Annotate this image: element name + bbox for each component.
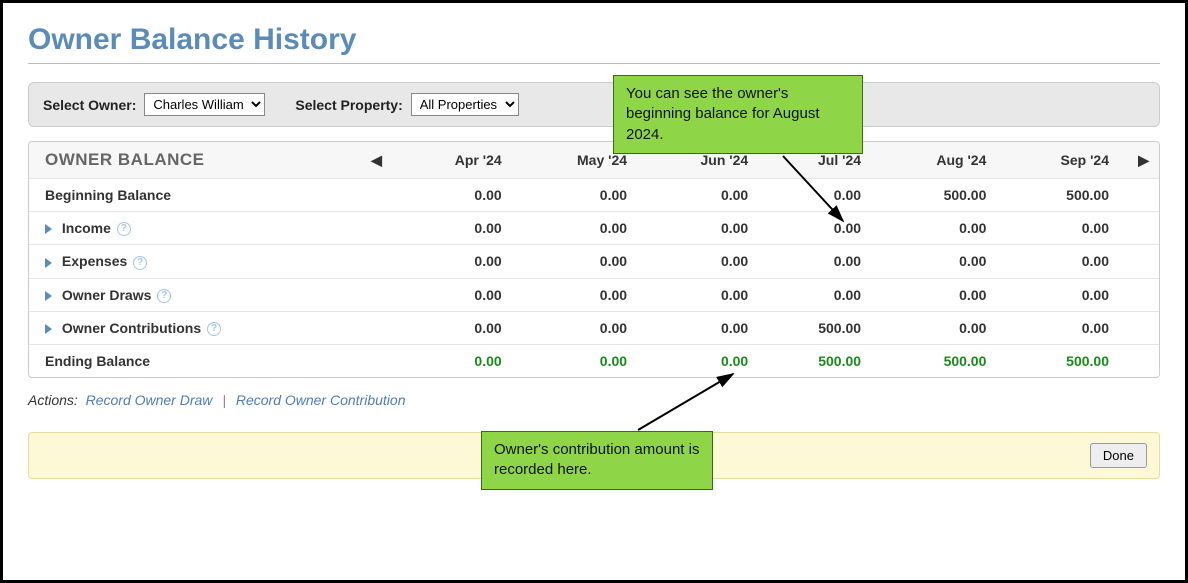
balance-table-container: OWNER BALANCE ◀ Apr '24 May '24 Jun '24 … — [28, 141, 1160, 378]
col-header: Apr '24 — [392, 142, 512, 179]
row-owner-contributions: Owner Contributions ? 0.00 0.00 0.00 500… — [29, 311, 1159, 344]
next-months-arrow[interactable]: ▶ — [1119, 142, 1159, 179]
row-label-text: Expenses — [62, 253, 127, 269]
cell: 0.00 — [392, 245, 512, 278]
cell: 0.00 — [392, 345, 512, 378]
cell: 0.00 — [871, 245, 996, 278]
cell: 500.00 — [758, 345, 871, 378]
prev-months-arrow[interactable]: ◀ — [361, 142, 392, 179]
cell: 0.00 — [512, 278, 637, 311]
cell: 0.00 — [996, 278, 1119, 311]
row-owner-draws: Owner Draws ? 0.00 0.00 0.00 0.00 0.00 0… — [29, 278, 1159, 311]
page-title: Owner Balance History — [28, 23, 1160, 57]
cell: 500.00 — [871, 179, 996, 212]
cell: 0.00 — [758, 278, 871, 311]
cell: 0.00 — [996, 245, 1119, 278]
cell: 0.00 — [637, 179, 758, 212]
owner-balance-table: OWNER BALANCE ◀ Apr '24 May '24 Jun '24 … — [29, 142, 1159, 377]
select-owner-label: Select Owner: — [43, 97, 136, 113]
cell: 0.00 — [871, 311, 996, 344]
expand-icon[interactable] — [45, 324, 52, 334]
cell: 500.00 — [996, 345, 1119, 378]
cell: 0.00 — [512, 311, 637, 344]
cell: 0.00 — [512, 179, 637, 212]
row-label-text: Ending Balance — [45, 353, 150, 369]
cell: 0.00 — [392, 212, 512, 245]
cell: 0.00 — [996, 212, 1119, 245]
help-icon[interactable]: ? — [207, 322, 221, 336]
expand-icon[interactable] — [45, 291, 52, 301]
cell: 0.00 — [637, 345, 758, 378]
expand-icon[interactable] — [45, 224, 52, 234]
row-income: Income ? 0.00 0.00 0.00 0.00 0.00 0.00 — [29, 212, 1159, 245]
cell: 0.00 — [637, 212, 758, 245]
cell: 0.00 — [392, 179, 512, 212]
cell: 0.00 — [871, 212, 996, 245]
table-heading-label: OWNER BALANCE — [29, 142, 361, 179]
row-label-text: Owner Draws — [62, 287, 151, 303]
cell: 0.00 — [512, 345, 637, 378]
help-icon[interactable]: ? — [133, 256, 147, 270]
select-owner-dropdown[interactable]: Charles William — [144, 93, 265, 116]
owner-balance-history-page: Owner Balance History Select Owner: Char… — [0, 0, 1188, 583]
row-label-text: Beginning Balance — [45, 187, 171, 203]
table-header-row: OWNER BALANCE ◀ Apr '24 May '24 Jun '24 … — [29, 142, 1159, 179]
callout-beginning-balance: You can see the owner's beginning balanc… — [613, 75, 863, 154]
actions-label: Actions: — [28, 392, 78, 408]
cell: 0.00 — [758, 245, 871, 278]
cell: 0.00 — [637, 278, 758, 311]
cell: 0.00 — [637, 311, 758, 344]
cell: 0.00 — [637, 245, 758, 278]
select-property-dropdown[interactable]: All Properties — [411, 93, 519, 116]
title-divider — [28, 63, 1160, 64]
col-header: Aug '24 — [871, 142, 996, 179]
help-icon[interactable]: ? — [117, 222, 131, 236]
done-button[interactable]: Done — [1090, 443, 1147, 468]
filter-bar: Select Owner: Charles William Select Pro… — [28, 82, 1160, 127]
actions-separator: | — [222, 392, 226, 408]
row-expenses: Expenses ? 0.00 0.00 0.00 0.00 0.00 0.00 — [29, 245, 1159, 278]
cell: 0.00 — [392, 278, 512, 311]
row-beginning-balance: Beginning Balance 0.00 0.00 0.00 0.00 50… — [29, 179, 1159, 212]
help-icon[interactable]: ? — [157, 289, 171, 303]
callout-contribution: Owner's contribution amount is recorded … — [481, 431, 713, 490]
cell: 500.00 — [871, 345, 996, 378]
cell: 500.00 — [996, 179, 1119, 212]
cell: 0.00 — [392, 311, 512, 344]
actions-bar: Actions: Record Owner Draw | Record Owne… — [28, 392, 1160, 408]
cell: 0.00 — [871, 278, 996, 311]
cell: 0.00 — [758, 212, 871, 245]
cell: 0.00 — [512, 212, 637, 245]
select-property-label: Select Property: — [295, 97, 402, 113]
cell: 0.00 — [996, 311, 1119, 344]
cell: 500.00 — [758, 311, 871, 344]
record-owner-contribution-link[interactable]: Record Owner Contribution — [236, 392, 406, 408]
row-label-text: Income — [62, 220, 111, 236]
record-owner-draw-link[interactable]: Record Owner Draw — [86, 392, 213, 408]
row-ending-balance: Ending Balance 0.00 0.00 0.00 500.00 500… — [29, 345, 1159, 378]
col-header: Sep '24 — [996, 142, 1119, 179]
row-label-text: Owner Contributions — [62, 320, 201, 336]
expand-icon[interactable] — [45, 258, 52, 268]
cell: 0.00 — [758, 179, 871, 212]
cell: 0.00 — [512, 245, 637, 278]
